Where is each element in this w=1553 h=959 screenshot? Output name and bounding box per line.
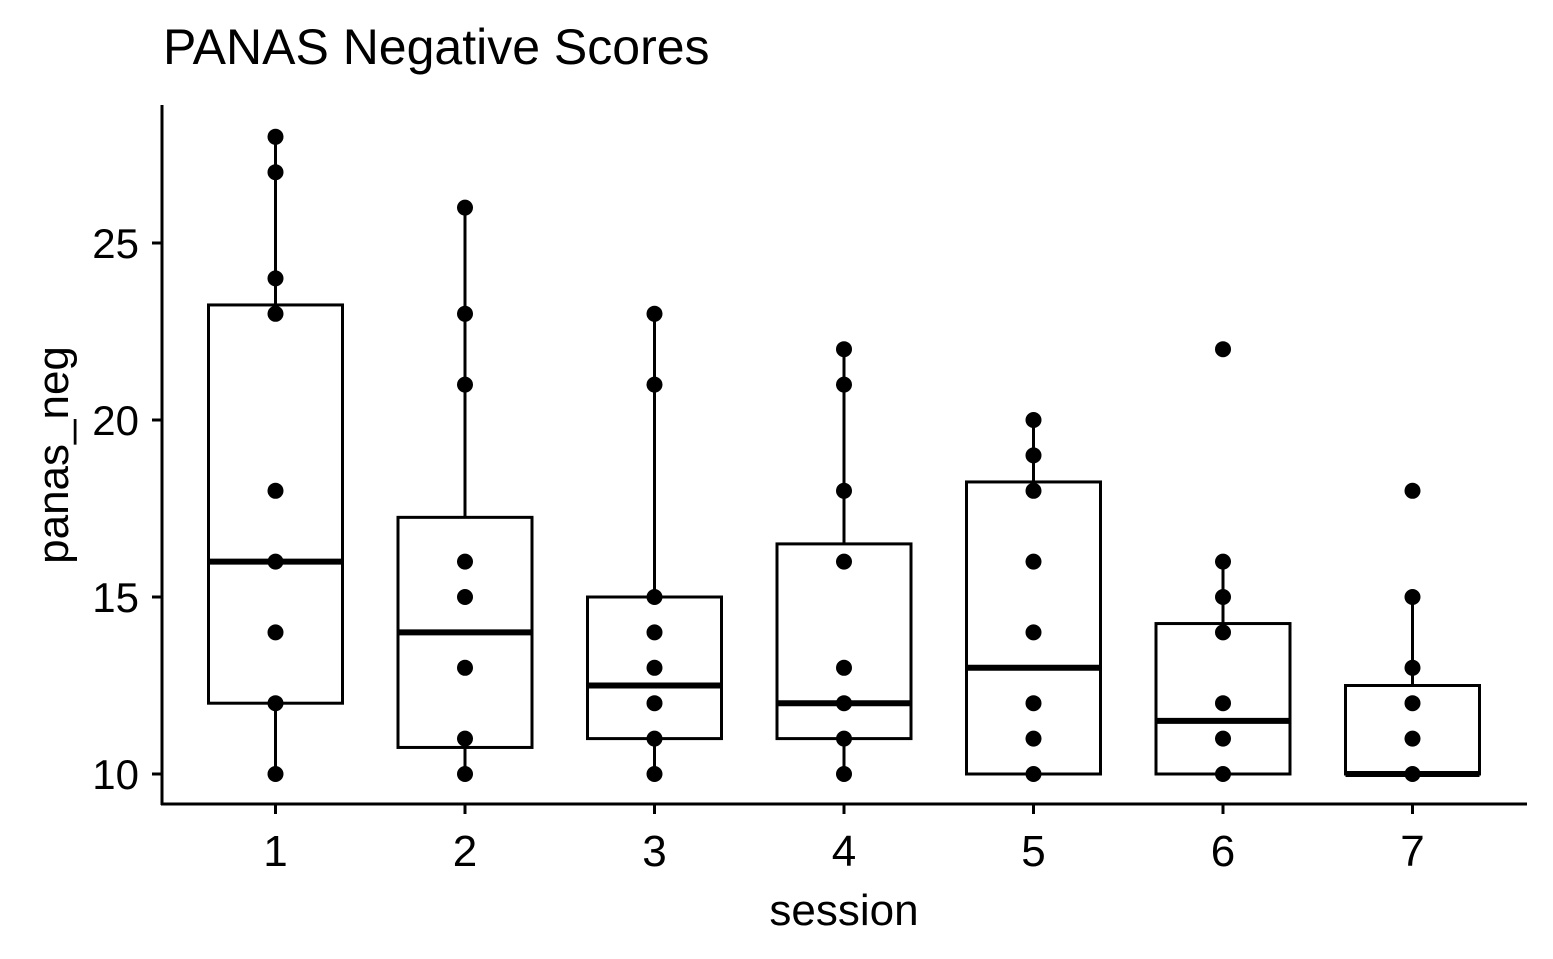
data-point xyxy=(267,164,284,181)
data-point xyxy=(457,766,473,782)
data-point xyxy=(1215,766,1231,782)
data-point xyxy=(1404,730,1421,747)
data-point xyxy=(646,695,663,712)
data-point xyxy=(457,376,473,393)
data-point xyxy=(1025,412,1042,428)
data-point xyxy=(1404,695,1421,712)
data-point xyxy=(267,695,284,712)
x-tick-label: 5 xyxy=(1021,827,1045,876)
data-point xyxy=(646,659,663,676)
data-point xyxy=(836,695,852,712)
data-point xyxy=(1404,766,1421,782)
y-tick-label: 10 xyxy=(92,751,139,798)
data-point xyxy=(267,305,284,322)
data-point xyxy=(1215,589,1231,605)
chart-title: PANAS Negative Scores xyxy=(163,19,710,75)
data-point xyxy=(267,270,284,287)
data-point xyxy=(267,766,284,782)
data-point xyxy=(1215,695,1231,712)
x-tick-label: 4 xyxy=(832,827,856,876)
data-point xyxy=(1215,341,1231,358)
data-point xyxy=(1025,447,1042,464)
x-tick-label: 2 xyxy=(453,827,477,876)
y-tick-label: 20 xyxy=(92,397,139,444)
data-point xyxy=(836,553,852,570)
data-point xyxy=(1404,589,1421,605)
data-point xyxy=(646,589,663,605)
y-ticks-layer: 10 15 20 25 xyxy=(92,220,162,798)
box-session-2 xyxy=(396,207,534,774)
x-tick-label: 7 xyxy=(1400,827,1424,876)
data-point xyxy=(1025,695,1042,712)
data-point xyxy=(836,766,852,782)
x-axis-label: session xyxy=(769,886,918,935)
data-point xyxy=(457,659,473,676)
data-point xyxy=(267,553,284,570)
boxes-layer xyxy=(207,136,1481,777)
data-point xyxy=(1025,553,1042,570)
data-point xyxy=(267,128,284,145)
data-point xyxy=(457,199,473,216)
data-point xyxy=(646,766,663,782)
points-layer xyxy=(267,128,1421,782)
y-tick-label: 25 xyxy=(92,220,139,267)
data-point xyxy=(1025,730,1042,747)
data-point xyxy=(1025,624,1042,641)
box-session-5 xyxy=(965,420,1102,776)
data-point xyxy=(836,659,852,676)
box-session-7 xyxy=(1344,597,1481,777)
data-point xyxy=(457,730,473,747)
data-point xyxy=(1404,482,1421,499)
data-point xyxy=(836,376,852,393)
data-point xyxy=(836,730,852,747)
data-point xyxy=(646,305,663,322)
data-point xyxy=(267,624,284,641)
y-axis-label: panas_neg xyxy=(29,346,78,564)
data-point xyxy=(1404,659,1421,676)
data-point xyxy=(1025,482,1042,499)
box-session-1 xyxy=(207,136,344,774)
x-tick-label: 1 xyxy=(263,827,287,876)
data-point xyxy=(836,482,852,499)
y-tick-label: 15 xyxy=(92,574,139,621)
box-iqr xyxy=(207,303,344,705)
data-point xyxy=(267,482,284,499)
data-point xyxy=(836,341,852,358)
x-tick-label: 6 xyxy=(1211,827,1235,876)
data-point xyxy=(1215,730,1231,747)
x-ticks-layer: 1 2 3 4 5 6 7 xyxy=(263,804,1425,876)
data-point xyxy=(457,553,473,570)
data-point xyxy=(1215,624,1231,641)
data-point xyxy=(646,624,663,641)
data-point xyxy=(646,730,663,747)
data-point xyxy=(1025,766,1042,782)
data-point xyxy=(646,376,663,393)
data-point xyxy=(457,305,473,322)
data-point xyxy=(457,589,473,605)
x-tick-label: 3 xyxy=(642,827,666,876)
data-point xyxy=(1215,553,1231,570)
